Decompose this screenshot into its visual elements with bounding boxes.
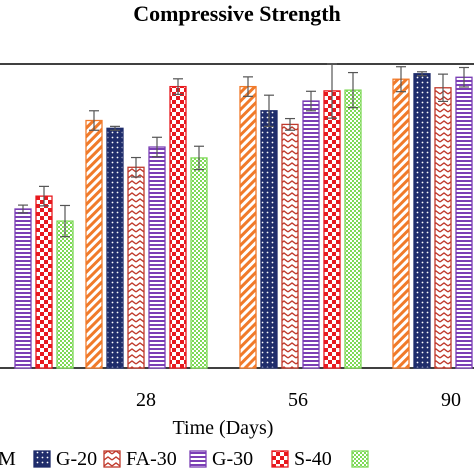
error-bar-s-40-7 bbox=[39, 185, 49, 207]
bar-g-20-56 bbox=[260, 110, 278, 369]
legend: M G-20 FA-30 G-30 S-40 bbox=[0, 448, 369, 470]
legend-swatch-s-40 bbox=[271, 450, 289, 468]
bar-fa-30-28 bbox=[127, 166, 145, 369]
chart-title: Compressive Strength bbox=[133, 1, 341, 26]
error-bar-fa-30-28 bbox=[131, 156, 141, 178]
legend-label-g-20: G-20 bbox=[56, 448, 97, 470]
bar-cm-28 bbox=[85, 119, 103, 369]
x-tick-labels: 28 56 90 bbox=[136, 389, 461, 411]
error-bar-g-30-7 bbox=[18, 204, 28, 214]
bars-layer bbox=[14, 73, 473, 369]
error-bar-s-40-28 bbox=[173, 78, 183, 96]
bar-cs-40-7 bbox=[56, 220, 74, 369]
bar-g-30-28 bbox=[148, 146, 166, 369]
legend-swatch-cs-40 bbox=[351, 450, 369, 468]
error-bar-cm-28 bbox=[89, 110, 99, 131]
error-bar-s-40-56 bbox=[327, 63, 337, 119]
error-bar-cs-40-28 bbox=[194, 145, 204, 171]
bar-g-30-56 bbox=[302, 100, 320, 369]
legend-label-s-40: S-40 bbox=[294, 448, 332, 470]
bar-fa-30-90 bbox=[434, 87, 452, 369]
error-bar-g-30-28 bbox=[152, 136, 162, 158]
x-tick-label-56: 56 bbox=[288, 389, 308, 411]
legend-swatch-fa-30 bbox=[103, 450, 121, 468]
bar-cm-56 bbox=[239, 85, 257, 369]
bar-g-30-7 bbox=[14, 208, 32, 369]
error-bars-layer bbox=[18, 63, 469, 238]
bar-fa-30-56 bbox=[281, 123, 299, 369]
error-bar-cs-40-56 bbox=[348, 71, 358, 109]
error-bar-cm-90 bbox=[396, 66, 406, 93]
x-axis-label: Time (Days) bbox=[173, 417, 274, 439]
bar-cm-90 bbox=[392, 78, 410, 369]
bar-cs-40-56 bbox=[344, 89, 362, 369]
error-bar-g-20-90 bbox=[417, 71, 427, 77]
bar-g-20-28 bbox=[106, 127, 124, 369]
error-bar-fa-30-90 bbox=[438, 73, 448, 103]
bar-cs-40-28 bbox=[190, 157, 208, 369]
error-bar-g-30-90 bbox=[459, 66, 469, 88]
bar-s-40-7 bbox=[35, 195, 53, 369]
error-bar-g-20-56 bbox=[264, 94, 274, 127]
bar-s-40-56 bbox=[323, 90, 341, 369]
bar-g-30-90 bbox=[455, 76, 473, 369]
bar-s-40-28 bbox=[169, 85, 187, 369]
legend-label-fa-30: FA-30 bbox=[126, 448, 177, 470]
bar-g-20-90 bbox=[413, 73, 431, 369]
error-bar-g-20-28 bbox=[110, 125, 120, 131]
legend-label-cm: M bbox=[0, 448, 16, 470]
x-tick-label-28: 28 bbox=[136, 389, 156, 411]
error-bar-cm-56 bbox=[243, 76, 253, 97]
legend-swatch-g-20 bbox=[33, 450, 51, 468]
error-bar-cs-40-7 bbox=[60, 204, 70, 238]
error-bar-g-30-56 bbox=[306, 90, 316, 112]
x-tick-label-90: 90 bbox=[441, 389, 461, 411]
legend-swatch-g-30 bbox=[189, 450, 207, 468]
error-bar-fa-30-56 bbox=[285, 117, 295, 131]
legend-label-g-30: G-30 bbox=[212, 448, 253, 470]
